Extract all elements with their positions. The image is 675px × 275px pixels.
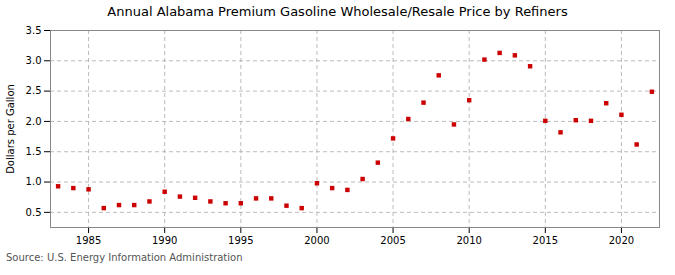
svg-text:2000: 2000: [304, 235, 329, 246]
svg-text:2.0: 2.0: [26, 116, 42, 127]
svg-text:1.0: 1.0: [26, 176, 42, 187]
svg-text:0.5: 0.5: [26, 207, 42, 218]
html-text:Annual Alabama Premium Gasolin: Annual Alabama Premium Gasoline Wholesal…: [107, 4, 568, 19]
svg-text:2010: 2010: [456, 235, 481, 246]
svg-text:3.5: 3.5: [26, 25, 42, 36]
svg-text:1985: 1985: [76, 235, 101, 246]
svg-text:3.0: 3.0: [26, 55, 42, 66]
svg-text:2.5: 2.5: [26, 85, 42, 96]
html-text:Source: U.S. Energy Informatio: Source: U.S. Energy Information Administ…: [6, 252, 243, 263]
svg-text:1.5: 1.5: [26, 146, 42, 157]
svg-text:2005: 2005: [380, 235, 405, 246]
svg-text:1990: 1990: [152, 235, 177, 246]
svg-text:2020: 2020: [609, 235, 634, 246]
svg-text:1995: 1995: [228, 235, 253, 246]
svg-text:Dollars per Gallon: Dollars per Gallon: [5, 84, 16, 174]
svg-text:2015: 2015: [533, 235, 558, 246]
